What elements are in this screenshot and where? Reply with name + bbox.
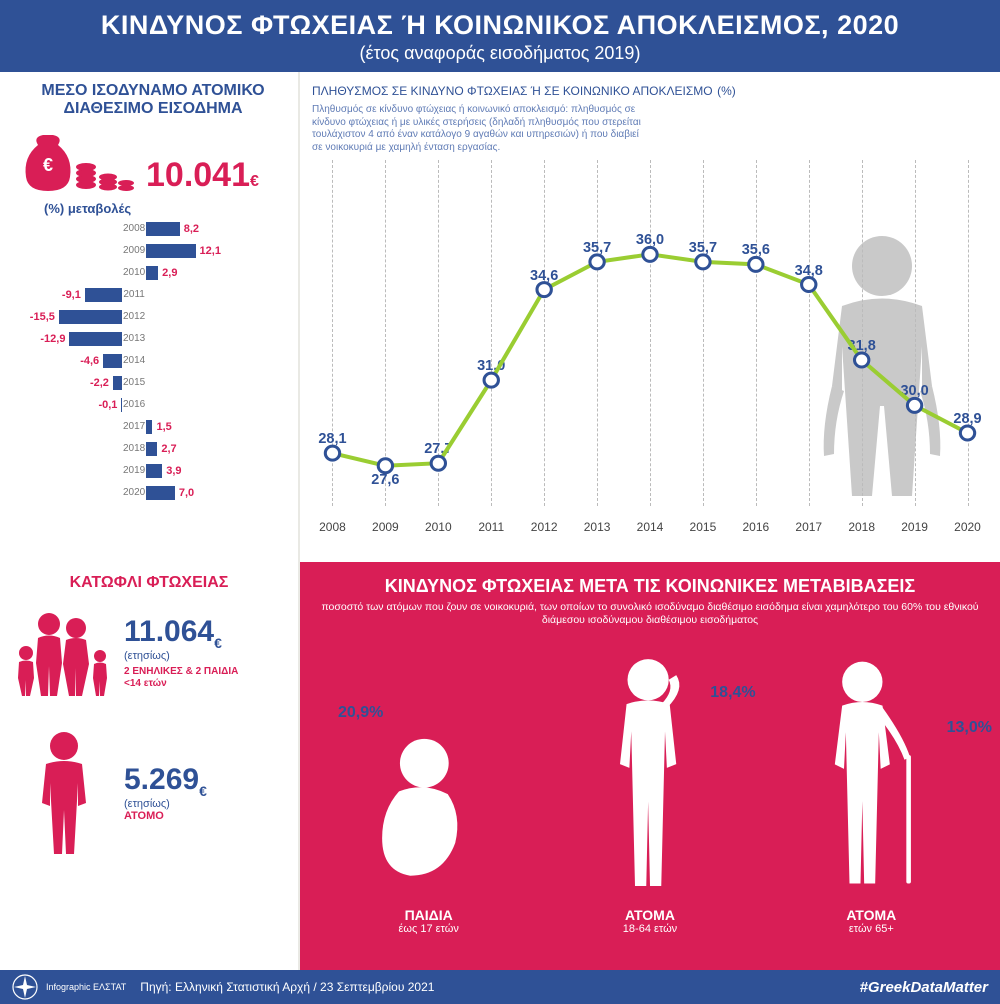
elstat-logo-icon [12,974,38,1000]
bar-row: 20182,7 [18,438,288,460]
group-children: 20,9% ΠΑΙΔΙΑ έως 17 ετών [318,696,539,935]
income-value: 10.041€ [146,156,259,195]
risk-line-desc: Πληθυσμός σε κίνδυνο φτώχειας ή κοινωνικ… [312,104,652,154]
transfers-panel: ΚΙΝΔΥΝΟΣ ΦΤΩΧΕΙΑΣ ΜΕΤΑ ΤΙΣ ΚΟΙΝΩΝΙΚΕΣ ΜΕ… [300,562,1000,970]
risk-line-chart: 200828,1200927,6201027,7201131,0201234,6… [312,160,988,540]
bar-row: -12,92013 [18,328,288,350]
bar-row: -15,52012 [18,306,288,328]
bar-row: 20088,2 [18,218,288,240]
sitting-child-icon [354,696,504,896]
income-title: ΜΕΣΟ ΙΣΟΔΥΝΑΜΟ ΑΤΟΜΙΚΟ ΔΙΑΘΕΣΙΜΟ ΕΙΣΟΔΗΜ… [18,82,288,119]
bar-row: 20193,9 [18,460,288,482]
transfers-groups: 20,9% ΠΑΙΔΙΑ έως 17 ετών 18,4% [318,645,982,935]
transfers-desc: ποσοστό των ατόμων που ζουν σε νοικοκυρι… [318,601,982,627]
money-bag-icon: € [18,127,138,195]
risk-line-title: ΠΛΗΘΥΣΜΟΣ ΣΕ ΚΙΝΔΥΝΟ ΦΤΩΧΕΙΑΣ Ή ΣΕ ΚΟΙΝΩ… [312,82,988,100]
family-icon [14,608,114,698]
svg-text:€: € [43,155,53,175]
person-icon [14,728,114,858]
changes-label: (%) μεταβολές [44,201,288,216]
page-title: ΚΙΝΔΥΝΟΣ ΦΤΩΧΕΙΑΣ Ή ΚΟΙΝΩΝΙΚΟΣ ΑΠΟΚΛΕΙΣΜ… [0,10,1000,41]
group-adults: 18,4% ΑΤΟΜΑ 18-64 ετών [539,651,760,935]
page-subtitle: (έτος αναφοράς εισοδήματος 2019) [0,43,1000,64]
risk-line-panel: ΠΛΗΘΥΣΜΟΣ ΣΕ ΚΙΝΔΥΝΟ ΦΤΩΧΕΙΑΣ Ή ΣΕ ΚΟΙΝΩ… [300,72,1000,562]
row-top: ΜΕΣΟ ΙΣΟΔΥΝΑΜΟ ΑΤΟΜΙΚΟ ΔΙΑΘΕΣΙΜΟ ΕΙΣΟΔΗΜ… [0,72,1000,562]
footer-hashtag: #GreekDataMatter [860,979,988,996]
threshold-panel: ΚΑΤΩΦΛΙ ΦΤΩΧΕΙΑΣ 11.064€ (ετησίως) 2 ΕΝΗ… [0,562,300,970]
transfers-title: ΚΙΝΔΥΝΟΣ ΦΤΩΧΕΙΑΣ ΜΕΤΑ ΤΙΣ ΚΟΙΝΩΝΙΚΕΣ ΜΕ… [318,576,982,597]
threshold-single: 5.269€ (ετησίως) ΑΤΟΜΟ [14,728,284,858]
bar-row: -2,22015 [18,372,288,394]
header-banner: ΚΙΝΔΥΝΟΣ ΦΤΩΧΕΙΑΣ Ή ΚΟΙΝΩΝΙΚΟΣ ΑΠΟΚΛΕΙΣΜ… [0,0,1000,72]
threshold-family: 11.064€ (ετησίως) 2 ΕΝΗΛΙΚΕΣ & 2 ΠΑΙΔΙΑ<… [14,608,284,698]
bar-row: -0,12016 [18,394,288,416]
footer-source: Πηγή: Ελληνική Στατιστική Αρχή / 23 Σεπτ… [140,980,859,994]
income-panel: ΜΕΣΟ ΙΣΟΔΥΝΑΜΟ ΑΤΟΜΙΚΟ ΔΙΑΘΕΣΙΜΟ ΕΙΣΟΔΗΜ… [0,72,300,562]
bar-row: 20207,0 [18,482,288,504]
bar-row: 200912,1 [18,240,288,262]
bar-row: -9,12011 [18,284,288,306]
footer-bar: Infographic ΕΛΣΤΑΤ Πηγή: Ελληνική Στατισ… [0,970,1000,1004]
standing-adult-icon [575,651,725,896]
income-changes-bars: 20088,2200912,120102,9-9,12011-15,52012-… [18,218,288,518]
bar-row: 20102,9 [18,262,288,284]
bar-row: 20171,5 [18,416,288,438]
row-bottom: ΚΑΤΩΦΛΙ ΦΤΩΧΕΙΑΣ 11.064€ (ετησίως) 2 ΕΝΗ… [0,562,1000,970]
logo-label: Infographic ΕΛΣΤΑΤ [46,983,126,992]
bar-row: -4,62014 [18,350,288,372]
group-elderly: 13,0% ΑΤΟΜΑ ετών 65+ [761,651,982,935]
elderly-cane-icon [789,651,954,896]
threshold-title: ΚΑΤΩΦΛΙ ΦΤΩΧΕΙΑΣ [14,574,284,592]
